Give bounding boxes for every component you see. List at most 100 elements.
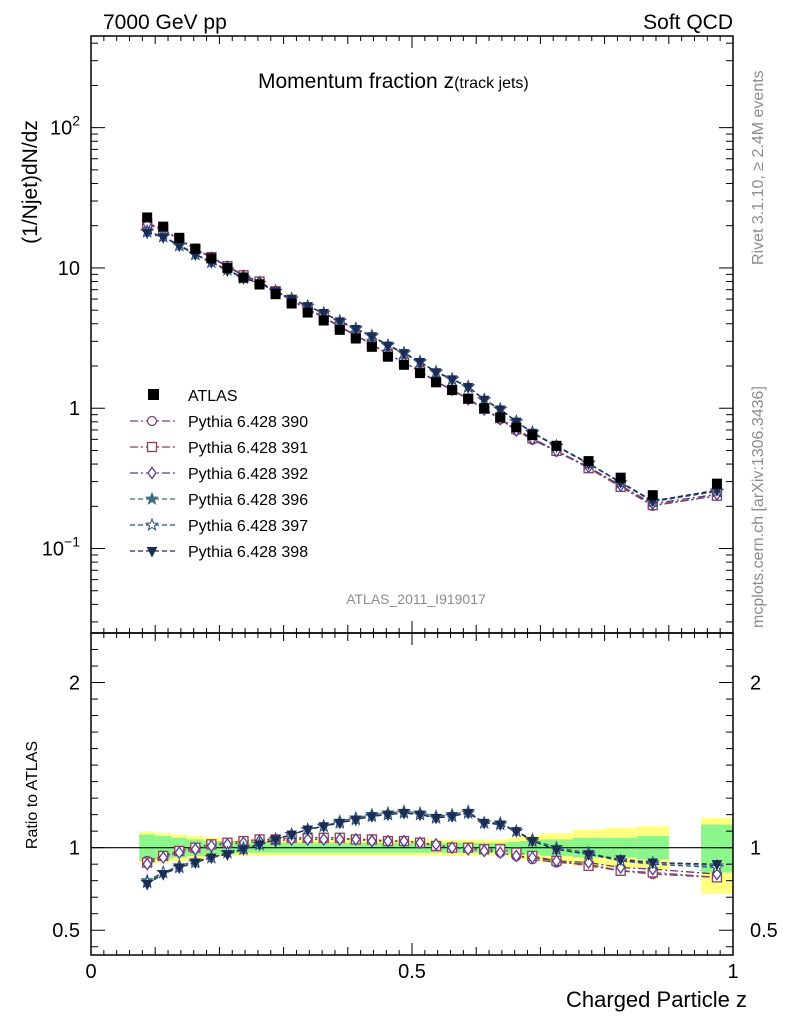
atlas-data-point xyxy=(415,368,426,379)
legend-marker xyxy=(146,441,158,453)
ratio-uncertainty-bands xyxy=(91,817,733,894)
series-point-ratio xyxy=(222,850,233,861)
atlas-data-point xyxy=(238,272,249,283)
series-point-ratio xyxy=(462,808,474,820)
plot-title: Momentum fraction z(track jets) xyxy=(258,70,529,93)
atlas-data-point xyxy=(190,243,201,254)
atlas-data-point xyxy=(254,279,265,290)
series-point-main xyxy=(302,302,313,313)
series-line-main xyxy=(146,222,718,506)
series-point-main xyxy=(446,375,458,386)
mcplots-label: mcplots.cern.ch [arXiv:1306.3436] xyxy=(750,386,767,628)
series-point-ratio xyxy=(318,822,330,833)
atlas-data-point xyxy=(583,456,594,467)
series-point-ratio xyxy=(478,818,490,830)
legend-label-atlas: ATLAS xyxy=(188,388,238,405)
y-tick-label: 1 xyxy=(69,398,80,420)
series-point-main xyxy=(382,341,394,353)
series-point-ratio xyxy=(302,832,313,847)
ratio-tick-label-left: 0.5 xyxy=(52,920,80,942)
x-tick-label: 0 xyxy=(85,961,96,983)
header-right: Soft QCD xyxy=(643,11,733,34)
series-point-ratio xyxy=(350,815,362,827)
y-tick-label: 10−1 xyxy=(42,534,80,561)
series-point-ratio xyxy=(366,812,378,823)
atlas-data-point xyxy=(479,403,490,414)
series-point-ratio xyxy=(383,834,393,848)
series-point-ratio xyxy=(157,870,169,881)
series-point-ratio xyxy=(206,853,217,865)
atlas-data-point xyxy=(463,393,474,404)
y-tick-label: 10 xyxy=(58,258,80,280)
atlas-data-point xyxy=(334,324,345,335)
series-point-ratio xyxy=(414,810,426,822)
legend-marker xyxy=(144,517,160,532)
legend-marker xyxy=(147,466,157,480)
x-tick-label: 0.5 xyxy=(398,961,426,983)
series-point-ratio xyxy=(495,846,506,860)
series-point-ratio xyxy=(415,836,425,850)
legend-label: Pythia 6.428 392 xyxy=(188,466,308,483)
rivet-version-label: Rivet 3.1.10, ≥ 2.4M events xyxy=(750,70,767,265)
ratio-panel-frame xyxy=(90,632,734,956)
series-point-ratio xyxy=(711,860,723,871)
series-line-main xyxy=(146,223,718,505)
atlas-data-point xyxy=(366,341,377,352)
series-point-ratio xyxy=(142,857,152,871)
series-point-ratio xyxy=(463,842,473,856)
series-point-main xyxy=(157,233,169,244)
ratio-axis-label: Ratio to ATLAS xyxy=(24,741,41,849)
series-point-ratio xyxy=(190,858,201,870)
series-point-main xyxy=(462,383,474,394)
ratio-tick-label-right: 0.5 xyxy=(750,920,778,942)
ratio-tick-label-right: 1 xyxy=(750,838,761,860)
legend-marker xyxy=(146,415,158,427)
series-point-ratio xyxy=(430,813,442,825)
legend-marker-atlas xyxy=(148,389,159,400)
series-point-ratio xyxy=(551,854,562,868)
atlas-data-point xyxy=(174,232,185,243)
atlas-data-point xyxy=(495,412,506,423)
atlas-data-point xyxy=(286,298,297,309)
atlas-data-point xyxy=(350,333,361,344)
series-markers xyxy=(140,212,725,891)
series-point-ratio xyxy=(446,812,458,823)
x-tick-label: 1 xyxy=(727,961,738,983)
atlas-data-point xyxy=(302,307,313,318)
atlas-data-point xyxy=(318,315,329,326)
atlas-data-point xyxy=(647,490,658,501)
legend-marker xyxy=(144,491,160,506)
series-point-ratio xyxy=(615,855,626,866)
series-point-main xyxy=(318,309,330,320)
series-point-ratio xyxy=(174,846,185,860)
atlas-data-point xyxy=(382,351,393,362)
series-point-main xyxy=(414,357,426,369)
atlas-data-point xyxy=(447,384,458,395)
series-point-main xyxy=(350,324,362,336)
legend-label: Pythia 6.428 390 xyxy=(188,414,308,431)
series-point-ratio xyxy=(431,837,441,851)
series-point-main xyxy=(366,332,378,343)
series-point-ratio xyxy=(479,844,490,858)
series-point-ratio xyxy=(270,835,281,847)
series-point-ratio xyxy=(141,879,153,891)
legend-marker xyxy=(146,547,158,558)
plot-title-main: Momentum fraction z xyxy=(258,70,454,93)
series-point-ratio xyxy=(173,863,185,875)
series-point-ratio xyxy=(334,818,346,830)
series-line-main xyxy=(146,221,718,507)
series-point-ratio xyxy=(382,810,394,822)
atlas-data-point xyxy=(270,289,281,300)
series-point-ratio xyxy=(511,827,522,838)
legend: ATLAS Pythia 6.428 390 Pythia 6.428 391 Pyt… xyxy=(130,388,308,561)
atlas-data-point xyxy=(615,472,626,483)
legend-label: Pythia 6.428 397 xyxy=(188,518,308,535)
legend-label: Pythia 6.428 391 xyxy=(188,440,308,457)
legend-label: Pythia 6.428 396 xyxy=(188,492,308,509)
series-point-main xyxy=(494,405,506,417)
series-point-ratio xyxy=(302,825,313,837)
series-point-ratio xyxy=(238,845,249,856)
series-point-ratio xyxy=(583,850,594,861)
